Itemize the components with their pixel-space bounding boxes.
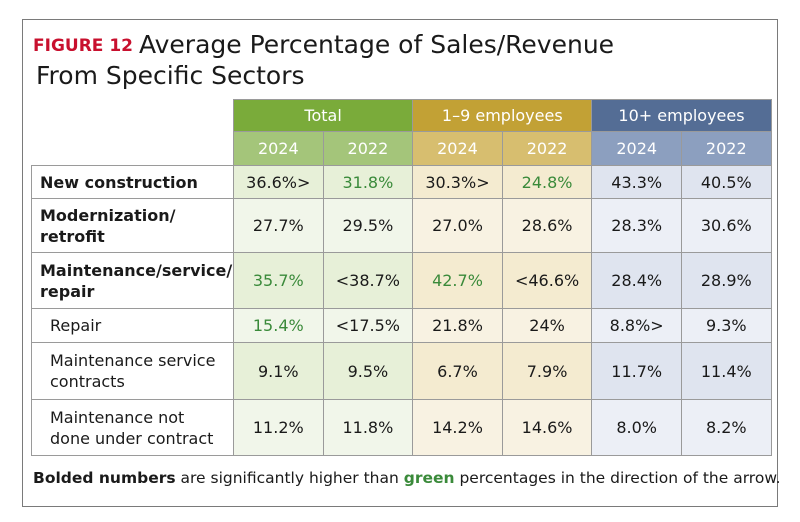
table-cell-small-2022: 24%: [501, 308, 593, 343]
table-cell-small-2022: 7.9%: [501, 342, 593, 400]
table-cell-total-2024: 35.7%: [233, 252, 324, 309]
table-cell-total-2022: 11.8%: [322, 399, 414, 456]
table-cell-small-2024: 14.2%: [412, 399, 503, 456]
row-label: New construction: [31, 165, 234, 199]
row-label: Modernization/ retrofit: [31, 198, 234, 253]
year-header-large-2024: 2024: [591, 131, 682, 166]
table-row: Modernization/ retrofit 27.7% 29.5% 27.0% 28…: [31, 198, 772, 253]
footnote-green-text: green: [403, 469, 455, 487]
figure-title-line-2: From Specific Sectors: [36, 61, 305, 90]
table-cell-total-2022: 9.5%: [322, 342, 414, 400]
year-header-large-2022: 2022: [680, 131, 772, 166]
row-label: Maintenance not done under contract: [31, 399, 234, 456]
table-cell-small-2022: 24.8%: [501, 165, 593, 199]
table-cell-large-2022: 11.4%: [680, 342, 772, 400]
table-corner: [31, 99, 234, 132]
table-body: New construction 36.6%> 31.8% 30.3%> 24.8% 43…: [31, 165, 772, 456]
sales-sector-table: Total 1–9 employees 10+ employees 2024 2022…: [31, 99, 772, 456]
table-row: Maintenance/service/ repair 35.7% <38.7% 42…: [31, 252, 772, 309]
table-cell-large-2024: 43.3%: [591, 165, 682, 199]
figure-frame: FIGURE 12 Average Percentage of Sales/Rev…: [22, 19, 781, 507]
table-cell-large-2024: 8.8%>: [591, 308, 682, 343]
footnote-text: are significantly higher than: [175, 469, 404, 487]
table-cell-small-2024: 21.8%: [412, 308, 503, 343]
table-cell-large-2022: 30.6%: [680, 198, 772, 253]
row-label: Maintenance service contracts: [31, 342, 234, 400]
table-cell-small-2022: 14.6%: [501, 399, 593, 456]
year-header-small-2024: 2024: [412, 131, 503, 166]
figure-title-line-1: FIGURE 12 Average Percentage of Sales/Rev…: [33, 30, 614, 59]
year-header-small-2022: 2022: [501, 131, 593, 166]
figure-label: FIGURE 12: [33, 36, 133, 56]
table-cell-large-2024: 11.7%: [591, 342, 682, 400]
footnote-bold-text: Bolded numbers: [33, 469, 176, 487]
row-label: Maintenance/service/ repair: [31, 252, 234, 309]
table-row: Repair 15.4% <17.5% 21.8% 24% 8.8%> 9.3%: [31, 308, 772, 343]
table-cell-large-2022: 8.2%: [680, 399, 772, 456]
figure-title-text: Average Percentage of Sales/Revenue: [138, 30, 615, 59]
table-cell-small-2024: 6.7%: [412, 342, 503, 400]
table-cell-small-2024: 30.3%>: [412, 165, 503, 199]
group-header-total: Total: [232, 99, 414, 132]
table-cell-large-2024: 8.0%: [591, 399, 682, 456]
year-header-total-2024: 2024: [233, 131, 324, 166]
footnote: Bolded numbers are significantly higher …: [33, 469, 781, 487]
footnote-text-end: percentages in the direction of the arro…: [454, 469, 781, 487]
table-cell-total-2022: <17.5%: [322, 308, 414, 343]
table-cell-large-2024: 28.3%: [591, 198, 682, 253]
table-cell-large-2022: 28.9%: [680, 252, 772, 309]
table-cell-large-2022: 9.3%: [680, 308, 772, 343]
table-row: New construction 36.6%> 31.8% 30.3%> 24.8% 43…: [31, 165, 772, 199]
group-header-row: Total 1–9 employees 10+ employees: [31, 99, 772, 132]
table-row: Maintenance service contracts 9.1% 9.5% 6.7…: [31, 342, 772, 400]
table-cell-total-2024: 15.4%: [233, 308, 324, 343]
table-cell-total-2022: 29.5%: [322, 198, 414, 253]
table-cell-large-2022: 40.5%: [680, 165, 772, 199]
table-cell-small-2022: 28.6%: [501, 198, 593, 253]
table-cell-total-2022: 31.8%: [322, 165, 414, 199]
table-cell-total-2022: <38.7%: [322, 252, 414, 309]
year-header-row: 2024 2022 2024 2022 2024 2022: [31, 131, 772, 166]
table-cell-large-2024: 28.4%: [591, 252, 682, 309]
table-cell-total-2024: 11.2%: [233, 399, 324, 456]
table-cell-total-2024: 27.7%: [233, 198, 324, 253]
group-header-large: 10+ employees: [591, 99, 772, 132]
table-row: Maintenance not done under contract 11.2%…: [31, 399, 772, 456]
table-cell-small-2022: <46.6%: [501, 252, 593, 309]
year-header-total-2022: 2022: [322, 131, 414, 166]
table-cell-total-2024: 9.1%: [233, 342, 324, 400]
table-cell-total-2024: 36.6%>: [233, 165, 324, 199]
table-cell-small-2024: 27.0%: [412, 198, 503, 253]
row-label: Repair: [31, 308, 234, 343]
table-corner: [31, 131, 234, 166]
group-header-small: 1–9 employees: [412, 99, 593, 132]
table-cell-small-2024: 42.7%: [412, 252, 503, 309]
